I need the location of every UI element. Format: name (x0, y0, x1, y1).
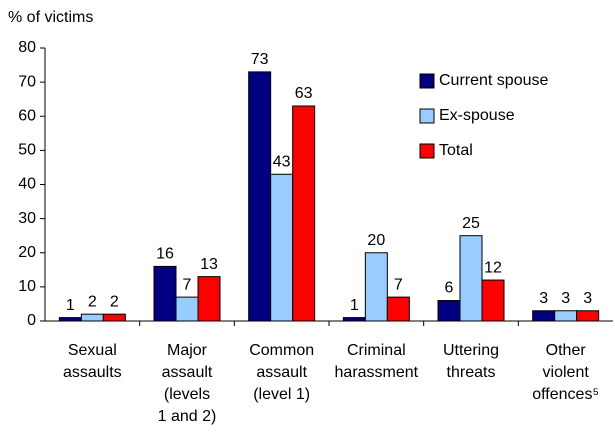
x-tick-label: threats (447, 364, 496, 381)
value-label: 3 (539, 290, 548, 307)
bar (197, 276, 221, 322)
bar (386, 296, 410, 322)
x-tick-label: offences⁵ (532, 386, 599, 403)
legend-label: Current spouse (439, 72, 548, 89)
x-tick-label: Common (249, 342, 314, 359)
legend-swatch (419, 108, 435, 124)
bar (554, 310, 578, 322)
bar (58, 317, 82, 322)
y-tick-label: 0 (27, 312, 36, 329)
value-label: 3 (561, 290, 570, 307)
bar (342, 317, 366, 322)
value-label: 7 (394, 276, 403, 293)
y-tick-label: 80 (18, 39, 36, 56)
x-tick-label: 1 and 2) (158, 408, 217, 425)
x-tick-label: Other (546, 342, 587, 359)
value-label: 43 (273, 153, 291, 170)
x-tick-label: violent (543, 364, 590, 381)
value-label: 73 (251, 51, 269, 68)
legend-label: Ex-spouse (439, 107, 515, 124)
x-tick-label: harassment (335, 364, 419, 381)
y-tick-label: 70 (18, 73, 36, 90)
y-tick-label: 50 (18, 142, 36, 159)
value-label: 1 (350, 297, 359, 314)
value-label: 3 (583, 290, 592, 307)
bar (292, 105, 316, 322)
x-tick-label: Criminal (347, 342, 406, 359)
value-label: 63 (295, 85, 313, 102)
legend-label: Total (439, 142, 473, 159)
x-tick-label: assaults (63, 364, 122, 381)
value-label: 6 (445, 280, 454, 297)
value-label: 7 (183, 276, 192, 293)
bar (576, 310, 600, 322)
value-label: 16 (156, 246, 174, 263)
x-tick-label: assault (162, 364, 213, 381)
value-label: 2 (110, 293, 119, 310)
x-tick-label: assault (256, 364, 307, 381)
value-label: 20 (367, 232, 385, 249)
x-tick-label: Sexual (68, 342, 117, 359)
legend-swatch (419, 143, 435, 159)
y-tick-label: 20 (18, 244, 36, 261)
x-tick-label: Major (167, 342, 208, 359)
legend-swatch (419, 73, 435, 89)
y-tick-label: 40 (18, 176, 36, 193)
bar (102, 313, 126, 322)
value-label: 25 (462, 215, 480, 232)
bar (153, 265, 177, 322)
x-tick-label: (level 1) (253, 386, 310, 403)
x-tick-label: (levels (164, 386, 210, 403)
value-label: 12 (484, 259, 502, 276)
bar (364, 252, 388, 322)
bar (437, 300, 461, 322)
value-label: 2 (88, 293, 97, 310)
bar (80, 313, 104, 322)
value-label: 13 (200, 256, 218, 273)
bar (248, 71, 272, 322)
x-tick-label: Uttering (443, 342, 499, 359)
y-tick-label: 30 (18, 210, 36, 227)
y-tick-label: 10 (18, 278, 36, 295)
y-axis-label: % of victims (8, 9, 93, 26)
value-label: 1 (66, 297, 75, 314)
bar (481, 279, 505, 322)
bar (175, 296, 199, 322)
bar (532, 310, 556, 322)
y-tick-label: 60 (18, 107, 36, 124)
bar (459, 235, 483, 322)
bar (270, 173, 294, 322)
